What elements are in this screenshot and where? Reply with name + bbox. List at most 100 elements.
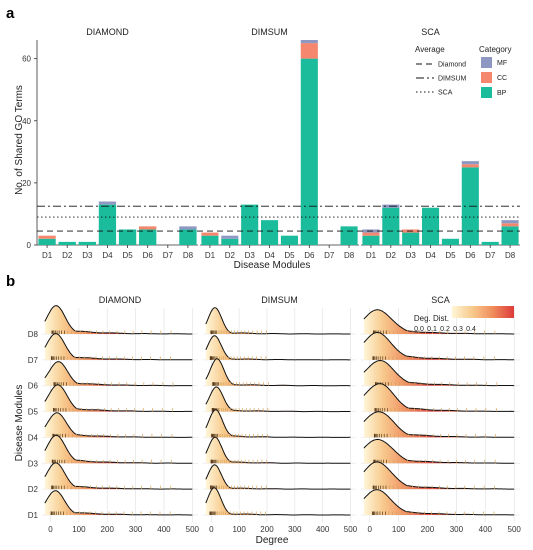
y-tick-label: D4 xyxy=(28,433,39,442)
bar-cc xyxy=(300,43,318,59)
ridge-fill xyxy=(363,383,515,412)
x-tick-label: D5 xyxy=(122,251,133,260)
y-tick-label: 40 xyxy=(22,117,31,126)
bar-bp xyxy=(139,229,157,245)
bar-bp xyxy=(441,238,459,245)
ridge-fill xyxy=(44,384,193,412)
ridge-outline xyxy=(205,386,351,413)
panel-b: b DIAMOND DIMSUM SCA 0 100 200 300 400 500 0 100 2… xyxy=(6,273,521,546)
x-tick-label: 200 xyxy=(101,525,115,534)
panel-b-x-ticks: 0 100 200 300 400 500 0 100 200 300 400 500 0 100 200 3… xyxy=(48,525,521,534)
legend-category-title: Category xyxy=(479,45,511,54)
x-tick-label: D5 xyxy=(284,251,295,260)
x-tick-label: D8 xyxy=(344,251,355,260)
ridge-fill xyxy=(44,361,193,386)
bar-bp xyxy=(300,58,318,245)
panel-b-x-axis-label: Degree xyxy=(256,535,289,546)
x-tick-label: D3 xyxy=(82,251,93,260)
panel-b-gridlines xyxy=(42,308,520,522)
x-tick-label: 300 xyxy=(288,525,302,534)
x-tick-label: D6 xyxy=(143,251,154,260)
panel-a-facet-titles: DIAMOND DIMSUM SCA xyxy=(86,27,440,37)
y-tick-label: 60 xyxy=(22,55,31,64)
x-tick-label: D1 xyxy=(42,251,53,260)
bar-cc xyxy=(362,232,380,236)
ridge-outline xyxy=(205,436,351,464)
bar-bp xyxy=(221,238,239,245)
legend-average-item: Diamond xyxy=(438,62,466,69)
color-legend-tick: 0.2 xyxy=(440,326,450,333)
x-tick-label: D1 xyxy=(366,251,377,260)
ridge-fill xyxy=(205,335,351,360)
x-tick-label: 100 xyxy=(72,525,86,534)
x-tick-label: D8 xyxy=(505,251,516,260)
y-tick-label: 0 xyxy=(27,241,32,250)
facet-title: DIAMOND xyxy=(86,27,129,37)
bar-bp xyxy=(38,238,56,245)
panel-b-label: b xyxy=(6,273,15,290)
x-tick-label: D2 xyxy=(225,251,236,260)
panel-b-y-axis-label: Disease Modules xyxy=(14,385,25,462)
x-tick-label: 500 xyxy=(186,525,200,534)
ridge-outline xyxy=(363,461,515,490)
bar-cc xyxy=(461,164,479,168)
panel-b-color-legend: Deg. Dist. 0.0 0.1 0.2 0.3 0.4 xyxy=(414,306,514,333)
panel-a-legend: Average Diamond DIMSUM SCA Category MF CC BP xyxy=(415,45,511,98)
x-tick-label: D3 xyxy=(406,251,417,260)
ridge-outline xyxy=(363,411,515,438)
legend-swatch-cc xyxy=(481,72,492,83)
facet-panel xyxy=(203,308,356,522)
panel-a-x-axis-label: Disease Modules xyxy=(234,260,311,271)
bar-bp xyxy=(402,232,420,245)
color-legend-tick: 0.4 xyxy=(466,326,476,333)
x-tick-label: 100 xyxy=(232,525,246,534)
bar-bp xyxy=(78,241,96,245)
bar-bp xyxy=(241,204,259,245)
y-tick-label: D3 xyxy=(28,459,39,468)
x-tick-label: 300 xyxy=(450,525,464,534)
bar-cc xyxy=(38,235,56,239)
ridge-outline xyxy=(205,307,351,335)
panel-b-y-ticks: D1 D2 D3 D4 D5 D6 D7 D8 xyxy=(28,330,39,520)
x-tick-label: 0 xyxy=(209,525,214,534)
bar-mf xyxy=(501,220,519,224)
bar-bp xyxy=(261,220,279,245)
x-tick-label: D4 xyxy=(264,251,275,260)
legend-average-item: SCA xyxy=(438,90,453,97)
ridge-outline xyxy=(363,359,515,387)
x-tick-label: D2 xyxy=(62,251,73,260)
panel-a-average-lines xyxy=(37,205,520,232)
ridge-outline xyxy=(44,333,193,361)
color-legend-tick: 0.3 xyxy=(453,326,463,333)
bar-bp xyxy=(118,229,137,245)
bar-mf xyxy=(221,235,239,239)
x-tick-label: 0 xyxy=(367,525,372,534)
bar-cc xyxy=(139,226,157,230)
ridge-outline xyxy=(44,462,193,490)
facet-panel xyxy=(42,308,198,522)
ridge-outline xyxy=(44,305,193,335)
color-legend-tick: 0.0 xyxy=(414,326,424,333)
x-tick-label: 100 xyxy=(392,525,406,534)
bar-bp xyxy=(58,241,76,245)
ridge-fill xyxy=(205,464,351,490)
bar-bp xyxy=(179,229,197,245)
panel-a-y-axis-label: No. of Shared GO Terms xyxy=(14,85,25,195)
bar-bp xyxy=(201,235,219,245)
facet-title: DIAMOND xyxy=(99,295,142,305)
bar-mf xyxy=(461,161,479,165)
ridge-fill xyxy=(363,411,515,438)
ridge-outline xyxy=(44,490,193,516)
ridge-fill xyxy=(44,490,193,515)
x-tick-label: D5 xyxy=(445,251,456,260)
y-tick-label: D2 xyxy=(28,485,39,494)
ridge-fill xyxy=(44,412,193,438)
ridge-outline xyxy=(44,361,193,387)
legend-average-item: DIMSUM xyxy=(438,76,467,83)
panel-a-bars xyxy=(38,40,519,245)
x-tick-label: D3 xyxy=(245,251,256,260)
ridge-outline xyxy=(205,464,351,490)
ridge-fill xyxy=(363,360,515,386)
legend-average-title: Average xyxy=(415,45,445,54)
